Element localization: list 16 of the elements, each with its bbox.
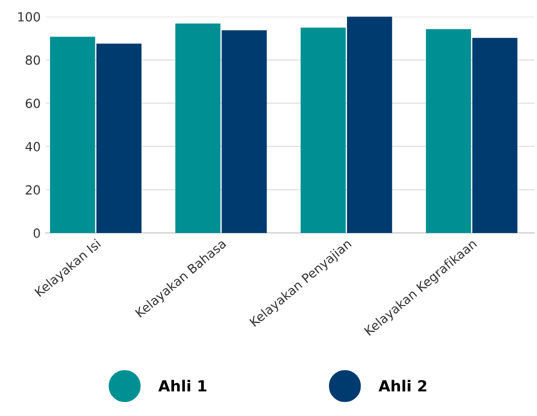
y-tick-label: 60	[26, 98, 40, 108]
bar	[222, 30, 267, 233]
y-tick-label: 100	[18, 12, 40, 22]
bar	[300, 28, 346, 233]
bar	[346, 16, 392, 233]
bar	[472, 38, 518, 233]
legend-label: Ahli 2	[378, 380, 426, 392]
y-tick-label: 80	[26, 55, 40, 65]
y-tick-label: 0	[34, 228, 40, 238]
y-tick-label: 20	[26, 185, 40, 195]
legend-label: Ahli 1	[158, 380, 206, 392]
bar	[426, 29, 472, 233]
y-tick-label: 40	[25, 142, 40, 152]
bar	[175, 24, 220, 233]
bar	[50, 36, 96, 233]
bar	[96, 44, 142, 233]
